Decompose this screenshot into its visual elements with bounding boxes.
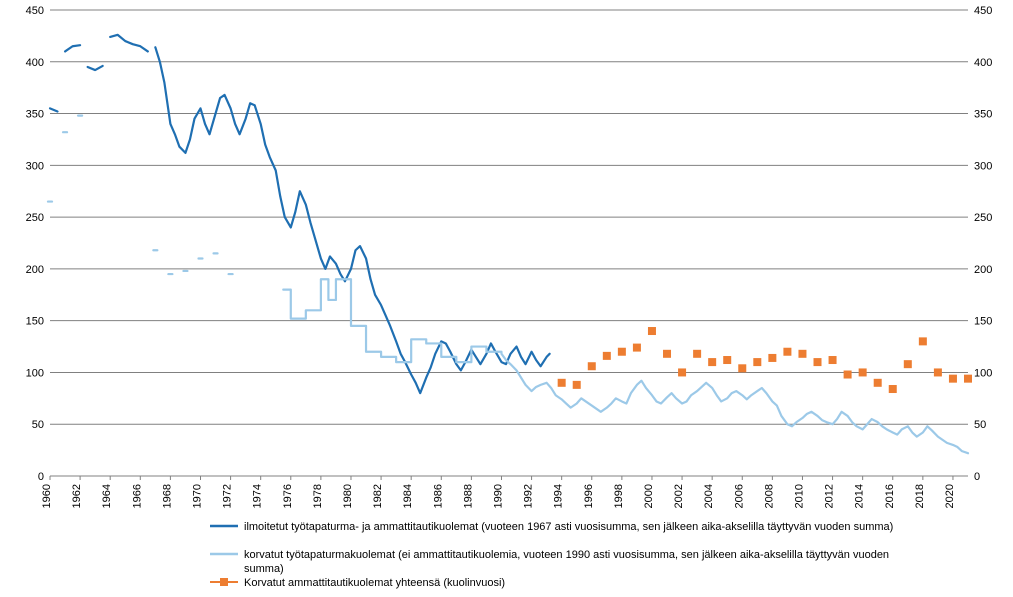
marker-compensated_disease — [874, 379, 882, 387]
y-tick-left: 400 — [26, 57, 44, 69]
marker-compensated_disease — [768, 354, 776, 362]
x-tick-label: 1980 — [342, 484, 354, 508]
series-reported — [88, 66, 103, 70]
marker-compensated_disease — [814, 358, 822, 366]
y-tick-right: 100 — [974, 367, 992, 379]
x-tick-label: 1962 — [71, 484, 83, 508]
x-tick-label: 1990 — [492, 484, 504, 508]
marker-compensated_disease — [964, 375, 972, 383]
marker-compensated_disease — [934, 368, 942, 376]
x-tick-label: 1972 — [222, 484, 234, 508]
y-tick-right: 200 — [974, 264, 992, 276]
x-tick-label: 1970 — [191, 484, 203, 508]
marker-compensated_disease — [663, 350, 671, 358]
x-tick-label: 1994 — [553, 484, 565, 508]
x-tick-label: 1984 — [402, 484, 414, 508]
x-tick-label: 2012 — [824, 484, 836, 508]
marker-compensated_disease — [723, 356, 731, 364]
marker-compensated_disease — [919, 337, 927, 345]
x-tick-label: 2000 — [643, 484, 655, 508]
x-tick-label: 1978 — [312, 484, 324, 508]
marker-compensated_disease — [829, 356, 837, 364]
marker-compensated_disease — [693, 350, 701, 358]
y-tick-right: 450 — [974, 5, 992, 17]
y-tick-right: 250 — [974, 212, 992, 224]
x-tick-label: 1982 — [372, 484, 384, 508]
y-tick-right: 300 — [974, 160, 992, 172]
x-tick-label: 1964 — [101, 484, 113, 508]
x-tick-label: 2010 — [793, 484, 805, 508]
marker-compensated_disease — [844, 371, 852, 379]
y-tick-left: 50 — [32, 419, 44, 431]
series-compensated_accidents — [283, 279, 968, 453]
marker-compensated_disease — [678, 368, 686, 376]
marker-compensated_disease — [558, 379, 566, 387]
x-tick-label: 1988 — [462, 484, 474, 508]
y-tick-right: 0 — [974, 471, 980, 483]
x-tick-label: 2004 — [703, 484, 715, 508]
marker-compensated_disease — [633, 344, 641, 352]
marker-compensated_disease — [904, 360, 912, 368]
marker-compensated_disease — [588, 362, 596, 370]
legend: ilmoitetut työtapaturma- ja ammattitauti… — [210, 521, 893, 589]
marker-compensated_disease — [708, 358, 716, 366]
marker-compensated_disease — [783, 348, 791, 356]
y-tick-left: 250 — [26, 212, 44, 224]
x-tick-label: 1974 — [252, 484, 264, 508]
series-reported — [65, 45, 80, 51]
legend-label: Korvatut ammattitautikuolemat yhteensä (… — [244, 577, 505, 589]
marker-compensated_disease — [859, 368, 867, 376]
x-tick-label: 1996 — [583, 484, 595, 508]
marker-compensated_disease — [798, 350, 806, 358]
y-tick-right: 150 — [974, 316, 992, 328]
series-reported — [110, 35, 148, 52]
x-tick-label: 1960 — [41, 484, 53, 508]
x-tick-label: 2008 — [763, 484, 775, 508]
marker-compensated_disease — [753, 358, 761, 366]
y-tick-right: 50 — [974, 419, 986, 431]
y-tick-left: 200 — [26, 264, 44, 276]
x-tick-label: 1976 — [282, 484, 294, 508]
marker-compensated_disease — [603, 352, 611, 360]
y-tick-right: 400 — [974, 57, 992, 69]
x-tick-label: 2006 — [733, 484, 745, 508]
marker-compensated_disease — [648, 327, 656, 335]
marker-compensated_disease — [738, 364, 746, 372]
line-chart: 0 0 50 50 100 100 150 150 200 200 250 250 300 300 350 3… — [0, 0, 1013, 597]
series-reported — [50, 108, 58, 111]
x-tick-label: 1966 — [131, 484, 143, 508]
x-tick-label: 2018 — [914, 484, 926, 508]
marker-compensated_disease — [573, 381, 581, 389]
series-reported — [155, 47, 549, 393]
x-tick-label: 2014 — [854, 484, 866, 508]
marker-compensated_disease — [889, 385, 897, 393]
x-tick-label: 2020 — [944, 484, 956, 508]
x-tick-label: 1998 — [613, 484, 625, 508]
x-tick-label: 1986 — [432, 484, 444, 508]
marker-compensated_disease — [949, 375, 957, 383]
x-tick-label: 1992 — [523, 484, 535, 508]
y-tick-left: 100 — [26, 367, 44, 379]
x-tick-label: 1968 — [161, 484, 173, 508]
y-tick-left: 450 — [26, 5, 44, 17]
y-tick-left: 150 — [26, 316, 44, 328]
marker-compensated_disease — [618, 348, 626, 356]
x-tick-label: 2002 — [673, 484, 685, 508]
legend-label: korvatut työtapaturmakuolemat (ei ammatt… — [244, 549, 892, 575]
y-tick-right: 350 — [974, 109, 992, 121]
x-tick-label: 2016 — [884, 484, 896, 508]
y-tick-left: 350 — [26, 109, 44, 121]
y-tick-left: 300 — [26, 160, 44, 172]
legend-label: ilmoitetut työtapaturma- ja ammattitauti… — [244, 521, 893, 533]
y-tick-left: 0 — [38, 471, 44, 483]
